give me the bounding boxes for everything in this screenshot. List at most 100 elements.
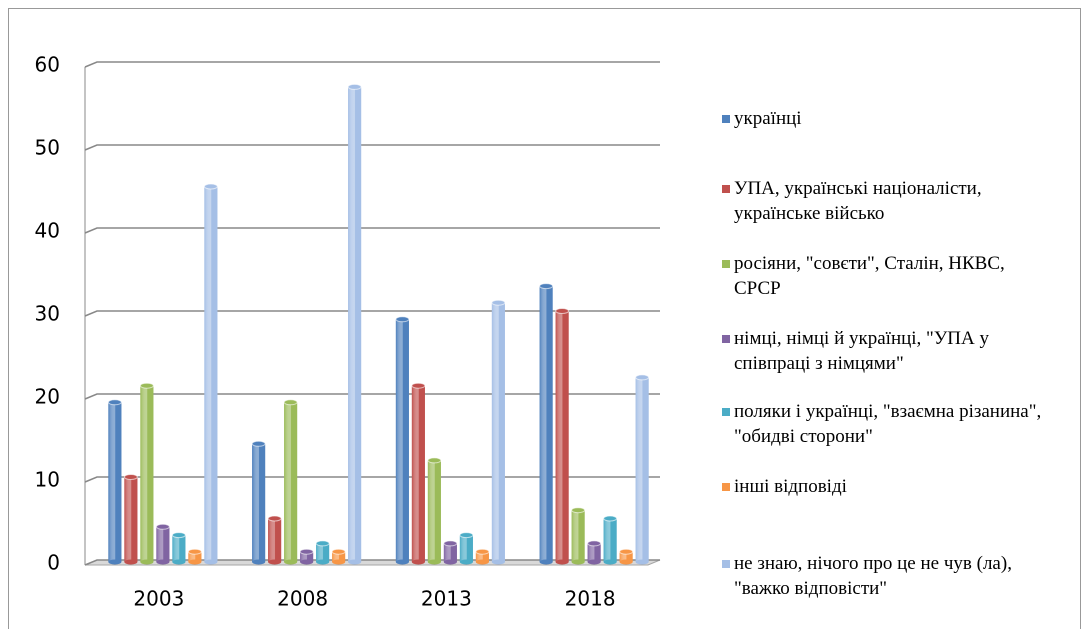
bar-cap: [123, 474, 138, 480]
bar-cap: [251, 440, 266, 447]
legend-swatch: [722, 560, 730, 568]
bar-bottom: [300, 559, 314, 565]
legend-swatch: [722, 115, 730, 123]
bar-bottom: [316, 559, 330, 565]
legend-swatch: [722, 335, 730, 343]
bar-bottom: [204, 559, 218, 565]
bar-cap: [475, 548, 490, 555]
bar-shade: [316, 543, 330, 562]
bar-bottom: [268, 559, 282, 565]
bar-cap: [619, 548, 634, 555]
bar-bottom: [603, 559, 617, 565]
x-tick-label: 2008: [277, 587, 328, 611]
bar-cap: [635, 374, 650, 381]
bar-cap: [267, 515, 282, 522]
bar-cap: [107, 399, 122, 406]
bar-shade: [140, 385, 154, 562]
legend-label: німці, німці й українці, "УПА у співпрац…: [734, 328, 989, 374]
bar-shade: [475, 551, 489, 562]
bar-shade: [252, 443, 266, 562]
bar-shade: [284, 402, 298, 562]
legend-item: інші відповіді: [722, 474, 1052, 499]
bar-shade: [204, 186, 218, 562]
bar-shade: [332, 551, 346, 562]
bar-cap: [331, 548, 346, 555]
legend-label: не знаю, нічого про це не чув (ла), "важ…: [734, 553, 1012, 599]
bar-bottom: [427, 559, 441, 565]
legend-swatch: [722, 408, 730, 416]
legend-swatch: [722, 260, 730, 268]
bar-shade: [427, 460, 441, 562]
bar-cap: [283, 399, 298, 406]
bar-shade: [268, 518, 282, 562]
bar-shade: [619, 551, 633, 562]
legend-item: українці: [722, 106, 1052, 131]
bar-cap: [587, 540, 602, 547]
y-tick-label: 20: [35, 385, 60, 409]
bar-shade: [555, 311, 569, 562]
legend-item: не знаю, нічого про це не чув (ла), "важ…: [722, 551, 1052, 601]
legend-swatch: [722, 185, 730, 193]
legend-label: росіяни, "совєти", Сталін, НКВС, СРСР: [734, 253, 1005, 299]
bar-bottom: [491, 559, 505, 565]
y-tick-label: 40: [35, 219, 60, 243]
bar-shade: [571, 510, 585, 562]
bar-bottom: [284, 559, 298, 565]
bar-cap: [571, 507, 586, 514]
bar-cap: [459, 532, 474, 539]
bar-bottom: [443, 559, 457, 565]
legend-swatch: [722, 483, 730, 491]
bar-shade: [539, 286, 553, 562]
bar-bottom: [539, 559, 553, 565]
bar-shade: [300, 551, 314, 562]
bar-cap: [603, 515, 618, 522]
chart-border: [8, 8, 1081, 629]
legend-item: УПА, українські націоналісти, українське…: [722, 176, 1052, 226]
bar-bottom: [459, 559, 473, 565]
bar-shade: [124, 477, 138, 562]
bar-bottom: [411, 559, 425, 565]
bar-cap: [139, 382, 154, 389]
y-tick-label: 50: [35, 136, 60, 160]
legend-label: українці: [734, 108, 802, 129]
bar-bottom: [475, 559, 489, 565]
bar-cap: [347, 83, 362, 90]
bar-cap: [443, 540, 458, 547]
bar-shade: [443, 543, 457, 562]
y-tick-label: 10: [35, 468, 60, 492]
bar-bottom: [619, 559, 633, 565]
bar-cap: [427, 457, 442, 464]
x-tick-label: 2013: [421, 587, 472, 611]
bar-cap: [539, 283, 554, 290]
legend-item: німці, німці й українці, "УПА у співпрац…: [722, 326, 1052, 376]
bar-cap: [315, 540, 330, 547]
bar-cap: [491, 299, 506, 306]
bar-cap: [155, 523, 170, 530]
bar-bottom: [635, 559, 649, 565]
bar-cap: [299, 548, 314, 555]
bar-shade: [635, 377, 649, 562]
legend-label: інші відповіді: [734, 476, 847, 497]
bar-bottom: [124, 559, 138, 565]
legend-label: поляки і українці, "взаємна різанина", "…: [734, 401, 1042, 447]
bar-shade: [587, 543, 601, 562]
grid-line: [84, 144, 660, 151]
x-tick-label: 2003: [133, 587, 184, 611]
y-tick-label: 60: [35, 53, 60, 77]
bar-shade: [491, 302, 505, 562]
legend-item: росіяни, "совєти", Сталін, НКВС, СРСР: [722, 251, 1052, 301]
bar-bottom: [188, 559, 202, 565]
x-tick-label: 2018: [565, 587, 616, 611]
bar-bottom: [555, 559, 569, 565]
bar-cap: [411, 382, 426, 389]
bar-bottom: [348, 559, 362, 565]
y-tick-label: 0: [47, 551, 60, 575]
grid-line: [84, 61, 660, 68]
bar-bottom: [108, 559, 122, 565]
y-tick-label: 30: [35, 302, 60, 326]
bar-shade: [156, 526, 170, 562]
bar-shade: [348, 86, 362, 563]
bar-bottom: [395, 559, 409, 565]
bar-shade: [172, 535, 186, 562]
legend-label: УПА, українські націоналісти, українське…: [734, 178, 982, 224]
